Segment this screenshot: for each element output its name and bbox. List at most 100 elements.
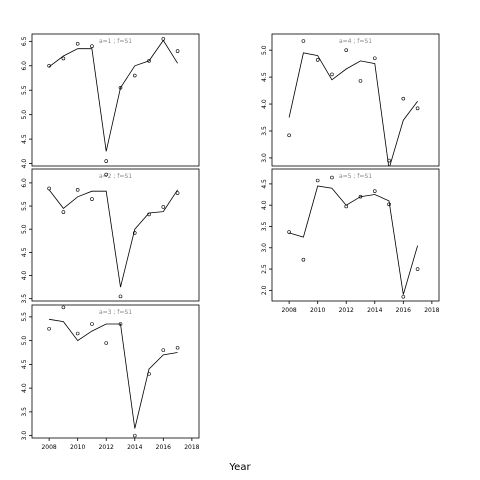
y-tick-label: 5.5 [21, 312, 28, 322]
fitted-line [288, 52, 418, 166]
observed-point [287, 133, 291, 138]
observed-point [90, 197, 94, 201]
observed-point [61, 210, 66, 214]
y-tick-label: 4.5 [21, 134, 28, 144]
y-tick-label: 5.5 [21, 85, 28, 95]
x-tick-label: 2008 [41, 444, 56, 451]
observed-point [330, 175, 334, 180]
panel-label: a=2 ; f=S1 [99, 173, 132, 180]
observed-point [315, 178, 320, 183]
x-tick-label: 2012 [339, 307, 354, 314]
observed-point [344, 204, 349, 209]
fitted-line [49, 318, 178, 429]
y-tick-label: 4.0 [261, 99, 268, 109]
y-tick-label: 6.0 [21, 61, 28, 71]
observed-point [90, 322, 94, 326]
panel-label: a=1 ; f=S1 [99, 38, 132, 45]
panel-2: 3.5 4.0 4.5 5.0 5.5 6.0 a=2 ; f=S1 [21, 168, 200, 304]
observed-point [118, 85, 123, 90]
observed-point [287, 230, 291, 234]
y-tick-label: 2.5 [261, 264, 268, 274]
observed-point [147, 59, 151, 63]
panel-frame [271, 33, 440, 167]
y-tick-label: 5.0 [21, 224, 28, 234]
observed-point [387, 202, 391, 207]
observed-point [372, 189, 377, 193]
y-tick-label: 4.5 [21, 247, 28, 257]
observed-point [161, 37, 166, 41]
observed-point [147, 212, 151, 217]
observed-point [344, 48, 349, 52]
observed-point [47, 326, 51, 331]
observed-point [132, 231, 137, 235]
panel-1: 4.0 4.5 5.0 5.5 6.0 6.5 a=1 ; f=S1 [21, 33, 200, 169]
panel-3: 3.0 3.5 4.0 4.5 5.0 5.5 2008 2010 2012 2014 2016 20… [21, 304, 200, 451]
x-axis-label: Year [228, 462, 251, 473]
observed-point [61, 305, 66, 310]
x-tick-label: 2016 [396, 307, 411, 314]
y-tick-label: 4.0 [21, 159, 28, 169]
x-tick-label: 2008 [281, 307, 296, 314]
x-tick-label: 2018 [424, 307, 439, 314]
y-tick-label: 2.0 [261, 285, 268, 295]
panel-label: a=4 ; f=S1 [339, 38, 372, 45]
observed-point [104, 341, 109, 345]
panel-frame [31, 168, 200, 302]
observed-point [104, 172, 109, 177]
x-tick-label: 2012 [99, 444, 114, 451]
observed-point [118, 294, 123, 299]
y-tick-label: 4.0 [261, 200, 268, 210]
y-tick-label: 3.5 [261, 126, 268, 136]
y-tick-label: 4.5 [21, 359, 28, 369]
panel-frame [31, 304, 200, 439]
observed-point [175, 191, 180, 195]
observed-point [301, 257, 306, 262]
y-tick-label: 3.5 [21, 294, 28, 304]
observed-point [47, 63, 51, 68]
observed-point [47, 186, 51, 191]
observed-point [372, 56, 377, 61]
observed-point [75, 331, 80, 336]
observed-point [161, 348, 166, 352]
observed-point [401, 294, 406, 299]
panel-label: a=5 ; f=S1 [339, 173, 372, 180]
panels-group: 4.0 4.5 5.0 5.5 6.0 6.5 a=1 ; f=S1 3.5 4.0 4.5 5.0… [21, 33, 440, 451]
observed-point [104, 159, 109, 163]
y-tick-label: 5.5 [21, 201, 28, 211]
fitted-line [288, 185, 418, 295]
y-tick-label: 3.5 [21, 407, 28, 417]
x-tick-label: 2016 [156, 444, 171, 451]
panel-frame [271, 168, 440, 302]
observed-point [387, 158, 391, 163]
y-tick-label: 5.0 [21, 336, 28, 346]
y-tick-label: 4.5 [261, 72, 268, 82]
y-tick-label: 6.0 [21, 178, 28, 188]
x-tick-label: 2014 [367, 307, 382, 314]
observed-point [401, 96, 406, 101]
observed-point [315, 58, 320, 62]
observed-point [301, 39, 306, 43]
observed-point [161, 205, 166, 209]
y-tick-label: 5.0 [21, 110, 28, 120]
panel-label: a=3 ; f=S1 [99, 309, 132, 316]
y-tick-label: 6.5 [21, 36, 28, 46]
observed-point [90, 44, 94, 49]
y-tick-label: 4.0 [21, 383, 28, 393]
observed-point [358, 79, 363, 83]
y-tick-label: 5.0 [261, 45, 268, 55]
panel-4: 3.0 3.5 4.0 4.5 5.0 a=4 ; f=S1 [261, 33, 440, 167]
y-tick-label: 4.5 [261, 179, 268, 189]
observed-point [175, 49, 180, 53]
observed-point [330, 72, 334, 77]
observed-point [75, 41, 80, 46]
observed-point [61, 56, 66, 61]
y-tick-label: 3.0 [21, 431, 28, 441]
x-tick-label: 2010 [70, 444, 85, 451]
observed-point [415, 106, 420, 111]
observed-point [118, 322, 123, 326]
panel-5: 2.0 2.5 3.0 3.5 4.0 4.5 2008 2010 2012 2014 2016 20… [261, 168, 440, 314]
y-tick-label: 4.0 [21, 271, 28, 281]
x-tick-label: 2014 [127, 444, 142, 451]
observed-point [147, 372, 151, 376]
